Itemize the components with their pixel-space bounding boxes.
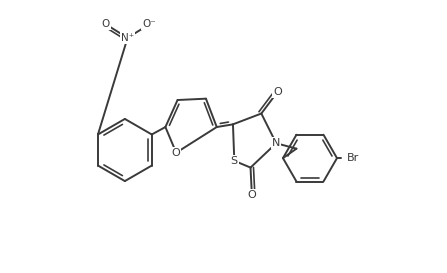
Text: O: O <box>172 148 181 158</box>
Text: O: O <box>102 19 110 29</box>
Text: N: N <box>272 138 280 148</box>
Text: O⁻: O⁻ <box>142 19 156 29</box>
Text: O: O <box>248 189 256 200</box>
Text: N⁺: N⁺ <box>121 33 134 43</box>
Text: O: O <box>273 87 282 97</box>
Text: S: S <box>231 156 238 166</box>
Text: Br: Br <box>347 153 359 163</box>
